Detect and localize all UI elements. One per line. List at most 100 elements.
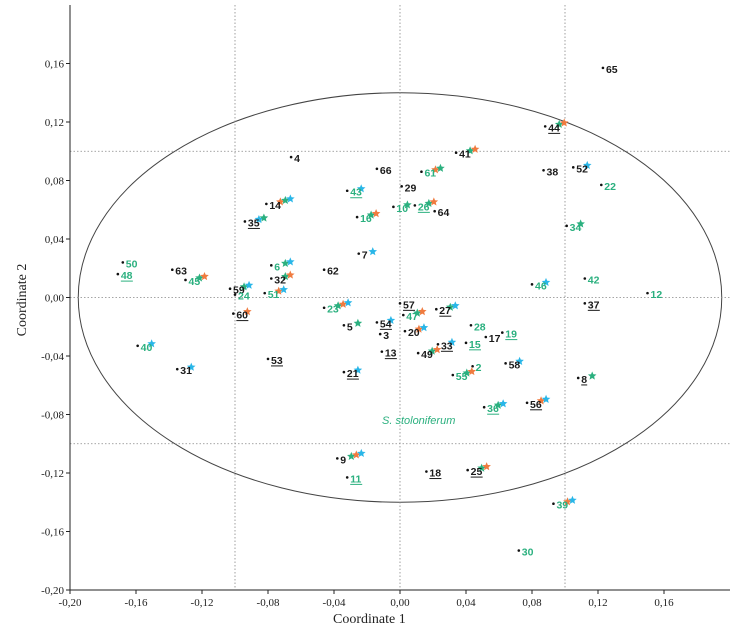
star-marker xyxy=(333,301,343,310)
point-label: 26 xyxy=(418,201,430,213)
data-point xyxy=(336,457,339,460)
point-label: 16 xyxy=(360,213,372,225)
point-label: 25 xyxy=(471,466,483,478)
point-label: 9 xyxy=(340,454,346,466)
star-marker xyxy=(498,399,508,408)
x-tick-label: -0,12 xyxy=(191,597,214,609)
data-point xyxy=(646,291,649,295)
x-tick-label: -0,04 xyxy=(323,597,346,609)
data-point xyxy=(265,202,268,206)
point-label: 15 xyxy=(469,339,481,351)
point-label: 4 xyxy=(294,153,300,165)
point-label: 50 xyxy=(126,258,138,270)
star-marker xyxy=(254,214,264,224)
data-point xyxy=(583,277,587,280)
point-label: 3 xyxy=(383,330,389,342)
data-point xyxy=(175,367,179,371)
point-label: 29 xyxy=(405,182,417,194)
data-point xyxy=(451,373,455,377)
data-point xyxy=(433,209,436,213)
point-label: 65 xyxy=(606,64,618,76)
star-marker xyxy=(563,497,572,506)
point-label: 2 xyxy=(476,362,482,374)
y-tick-label: -0,12 xyxy=(41,468,64,480)
data-point xyxy=(322,268,326,272)
point-label: 41 xyxy=(459,149,471,161)
data-point xyxy=(289,155,293,159)
star-marker xyxy=(200,271,209,281)
x-tick-label: 0,12 xyxy=(588,597,607,609)
data-point xyxy=(552,502,555,506)
point-label: 46 xyxy=(535,280,547,292)
data-point xyxy=(464,341,468,345)
star-marker xyxy=(424,198,434,207)
star-marker xyxy=(195,273,204,282)
x-tick-label: -0,16 xyxy=(125,597,148,609)
star-marker xyxy=(281,271,290,281)
data-point xyxy=(342,323,346,327)
data-point xyxy=(392,205,395,209)
data-point xyxy=(530,283,534,286)
data-point xyxy=(121,261,125,264)
data-point xyxy=(116,272,120,276)
star-marker xyxy=(477,463,486,472)
star-marker xyxy=(386,315,396,324)
point-label: 23 xyxy=(327,304,339,316)
data-point xyxy=(322,306,326,310)
y-tick-label: -0,08 xyxy=(41,410,64,422)
star-marker xyxy=(493,400,503,409)
species-annotation: S. stoloniferum xyxy=(382,415,456,427)
point-label: 43 xyxy=(350,187,362,199)
point-label: 32 xyxy=(274,274,286,286)
star-marker xyxy=(419,323,429,332)
y-tick-label: -0,16 xyxy=(41,527,64,539)
star-marker xyxy=(576,219,585,228)
data-point xyxy=(576,376,580,380)
point-label: 53 xyxy=(271,355,283,367)
point-label: 62 xyxy=(327,266,339,278)
x-axis-title: Coordinate 1 xyxy=(333,612,406,627)
point-label: 19 xyxy=(505,329,517,341)
point-label: 8 xyxy=(581,374,587,386)
point-label: 21 xyxy=(347,368,359,380)
point-label: 54 xyxy=(380,318,392,330)
data-point xyxy=(504,362,507,365)
star-marker xyxy=(366,210,376,219)
point-label: 33 xyxy=(441,340,453,352)
star-marker xyxy=(559,118,569,127)
data-point xyxy=(270,277,273,280)
data-point xyxy=(525,401,529,405)
star-marker xyxy=(541,394,551,403)
data-point xyxy=(425,470,428,473)
star-marker xyxy=(343,298,353,307)
data-point xyxy=(228,287,232,291)
point-label: 47 xyxy=(406,311,418,323)
y-tick-label: 0,16 xyxy=(45,59,65,71)
point-label: 24 xyxy=(238,291,250,303)
data-point xyxy=(345,189,349,193)
x-tick-label: 0,00 xyxy=(390,597,410,609)
point-label: 38 xyxy=(547,166,559,178)
star-marker xyxy=(186,362,196,371)
point-label: 5 xyxy=(347,321,353,333)
point-label: 51 xyxy=(268,289,280,301)
star-marker xyxy=(436,163,445,172)
star-marker xyxy=(447,337,457,346)
star-marker xyxy=(356,184,366,193)
star-marker xyxy=(368,247,378,256)
data-point xyxy=(482,405,486,409)
point-label: 40 xyxy=(141,342,153,354)
point-label: 31 xyxy=(180,365,192,377)
star-marker xyxy=(286,257,295,266)
star-marker xyxy=(347,451,356,461)
point-label: 48 xyxy=(121,270,133,282)
star-marker xyxy=(431,165,440,174)
data-point xyxy=(403,329,407,333)
point-label: 14 xyxy=(269,200,281,212)
point-label: 35 xyxy=(248,217,260,229)
star-marker xyxy=(465,146,475,155)
point-label: 6 xyxy=(274,261,280,273)
star-marker xyxy=(418,307,427,316)
